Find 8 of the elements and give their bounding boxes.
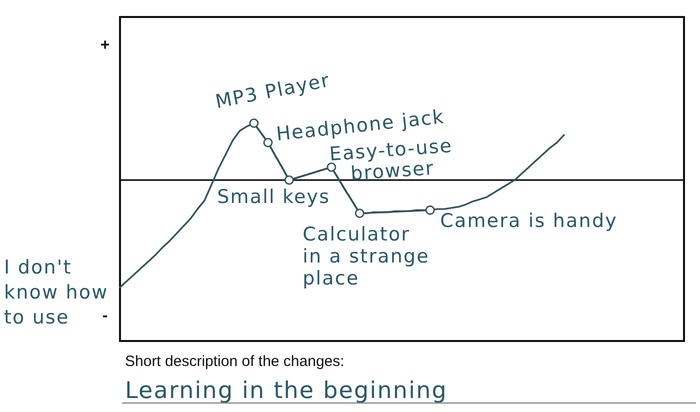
text: MP3 Player bbox=[214, 69, 332, 114]
text: - bbox=[102, 307, 108, 324]
annotation: Small keys bbox=[217, 186, 330, 208]
text: + bbox=[100, 36, 110, 54]
annotation: Camera is handy bbox=[440, 210, 618, 232]
text: Short description of the changes: bbox=[125, 353, 344, 370]
text: Learning in the beginning bbox=[125, 378, 448, 404]
annotation: Calculator in a strange place bbox=[302, 223, 430, 290]
